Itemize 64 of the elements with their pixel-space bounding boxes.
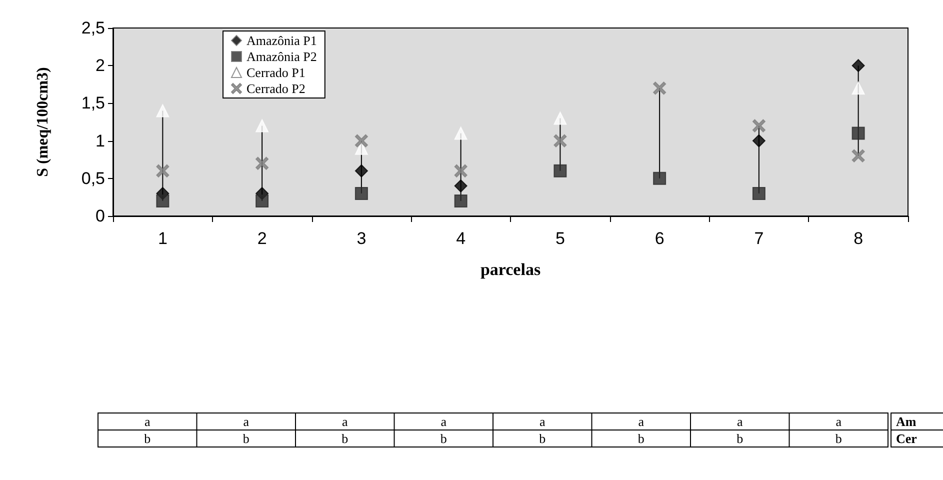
y-axis-title: S (meq/100cm3): [34, 67, 52, 177]
point: [554, 134, 567, 148]
point: [752, 186, 766, 200]
text: b: [736, 431, 744, 446]
point: [354, 164, 368, 178]
text: a: [836, 414, 842, 429]
point: [156, 194, 170, 208]
point: [852, 149, 865, 162]
text: a: [243, 414, 250, 429]
point: [454, 194, 468, 208]
point: [852, 59, 865, 72]
text: b: [242, 431, 250, 446]
x-tick-label: 5: [555, 229, 565, 248]
text: Am: [896, 414, 916, 429]
legend-label: Amazônia P1: [246, 33, 317, 48]
legend-label: Cerrado P1: [246, 65, 306, 80]
text: a: [539, 414, 546, 429]
x-tick-label: 2: [257, 229, 267, 248]
text: b: [835, 431, 842, 446]
point: [554, 112, 567, 125]
point: [256, 194, 269, 208]
x-axis-title: parcelas: [480, 260, 541, 279]
point: [354, 142, 368, 155]
point: [354, 186, 368, 200]
x-tick-label: 4: [456, 229, 466, 248]
point: [256, 119, 269, 132]
point: [454, 179, 468, 192]
text: a: [342, 414, 348, 429]
point: [256, 156, 269, 170]
legend-label: Amazônia P2: [246, 49, 317, 64]
text: a: [144, 414, 150, 429]
point: [752, 134, 766, 148]
text: b: [539, 431, 546, 446]
text: Cer: [896, 431, 918, 446]
y-tick-label: 0: [96, 206, 105, 226]
x-tick-label: 3: [356, 229, 366, 248]
x-tick-label: 1: [158, 229, 168, 248]
y-tick-label: 2: [96, 56, 105, 76]
text: a: [736, 414, 743, 429]
point: [852, 82, 865, 95]
y-tick-label: 1,5: [81, 94, 105, 113]
x-tick-label: 7: [754, 229, 764, 248]
point: [354, 134, 368, 148]
point: [554, 164, 567, 178]
text: a: [440, 414, 447, 429]
legend-label: Cerrado P2: [246, 81, 306, 96]
text: a: [638, 414, 644, 429]
point: [752, 119, 766, 132]
point: [454, 164, 468, 178]
point: [454, 126, 468, 140]
text: b: [440, 431, 447, 446]
x-tick-label: 8: [854, 229, 864, 248]
y-tick-label: 1: [96, 131, 105, 150]
text: b: [144, 431, 151, 446]
x-tick-label: 6: [654, 229, 664, 248]
y-tick-label: 2,5: [81, 18, 105, 38]
y-tick-label: 0,5: [81, 168, 105, 188]
point: [156, 104, 170, 118]
text: b: [342, 431, 348, 446]
point: [156, 164, 170, 178]
point: [653, 172, 666, 185]
text: b: [638, 431, 644, 446]
point: [653, 82, 666, 95]
point: [852, 126, 865, 140]
